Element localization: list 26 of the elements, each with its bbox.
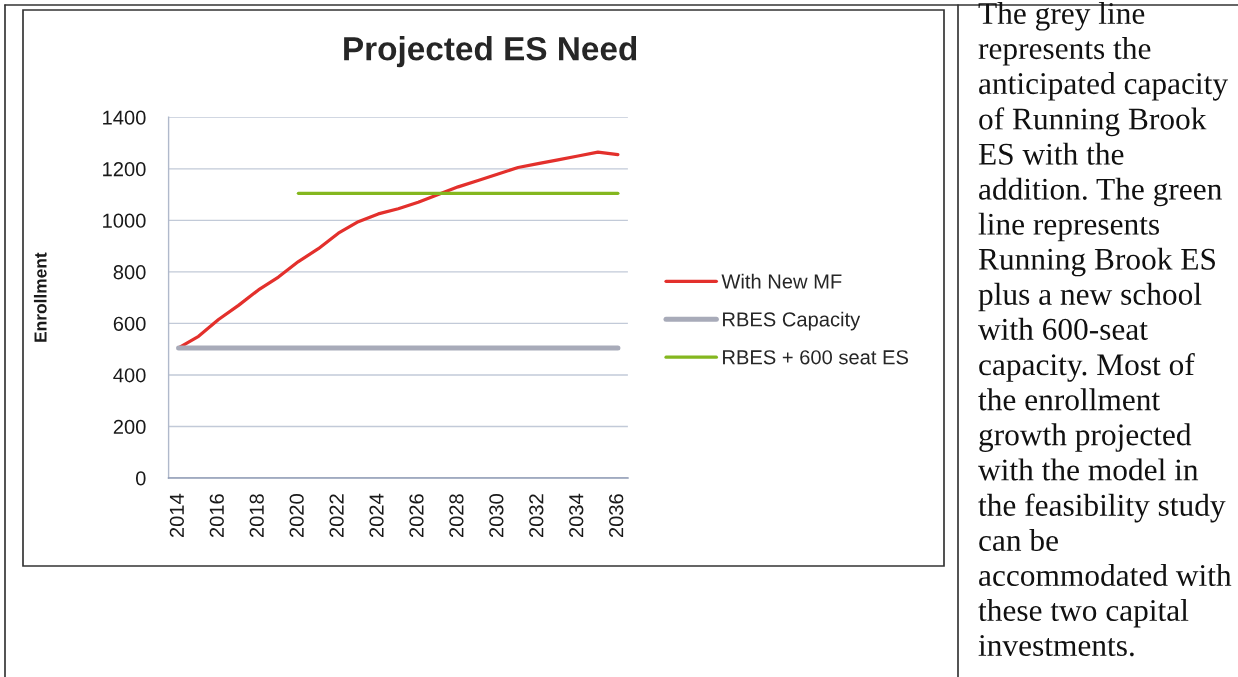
x-tick-label: 2030 [489, 494, 504, 538]
text: The grey line represents the anticipated capacity of Running Brook ES with the addition. The green line represents Running Brook ES plus a new school with 600-seat capacity. Most of the enrollment growth projected with the model in the feasibility study can be accommodated with these two capital investments. [978, 2, 1232, 657]
x-tick-label: 2018 [249, 494, 264, 538]
x-tick-label: 2034 [569, 493, 584, 538]
x-tick-label: 2036 [609, 494, 624, 538]
x-tick-label: 2028 [449, 494, 464, 538]
y-tick-label: 0 [135, 471, 146, 486]
x-tick-label: 2024 [369, 493, 384, 538]
legend-label: With New MF [721, 273, 842, 289]
legend-label: RBES + 600 seat ES [723, 350, 908, 365]
y-tick-label: 200 [113, 419, 146, 434]
y-tick-label: 800 [113, 265, 146, 280]
x-tick-label: 2020 [289, 494, 304, 538]
y-tick-label: 400 [113, 368, 146, 383]
y-axis-title: Enrollment [33, 252, 47, 342]
chart-title: Projected ES Need [344, 36, 637, 68]
y-tick-label: 1400 [103, 110, 146, 125]
x-tick-label: 2014 [169, 493, 184, 538]
x-tick-label: 2026 [409, 494, 424, 538]
x-tick-label: 2016 [209, 494, 224, 538]
legend-label: RBES Capacity [723, 311, 861, 331]
y-tick-label: 600 [113, 316, 146, 331]
y-tick-label: 1200 [103, 162, 146, 177]
y-tick-label: 1000 [103, 213, 146, 228]
x-tick-label: 2032 [529, 494, 544, 538]
x-tick-label: 2022 [329, 494, 344, 538]
